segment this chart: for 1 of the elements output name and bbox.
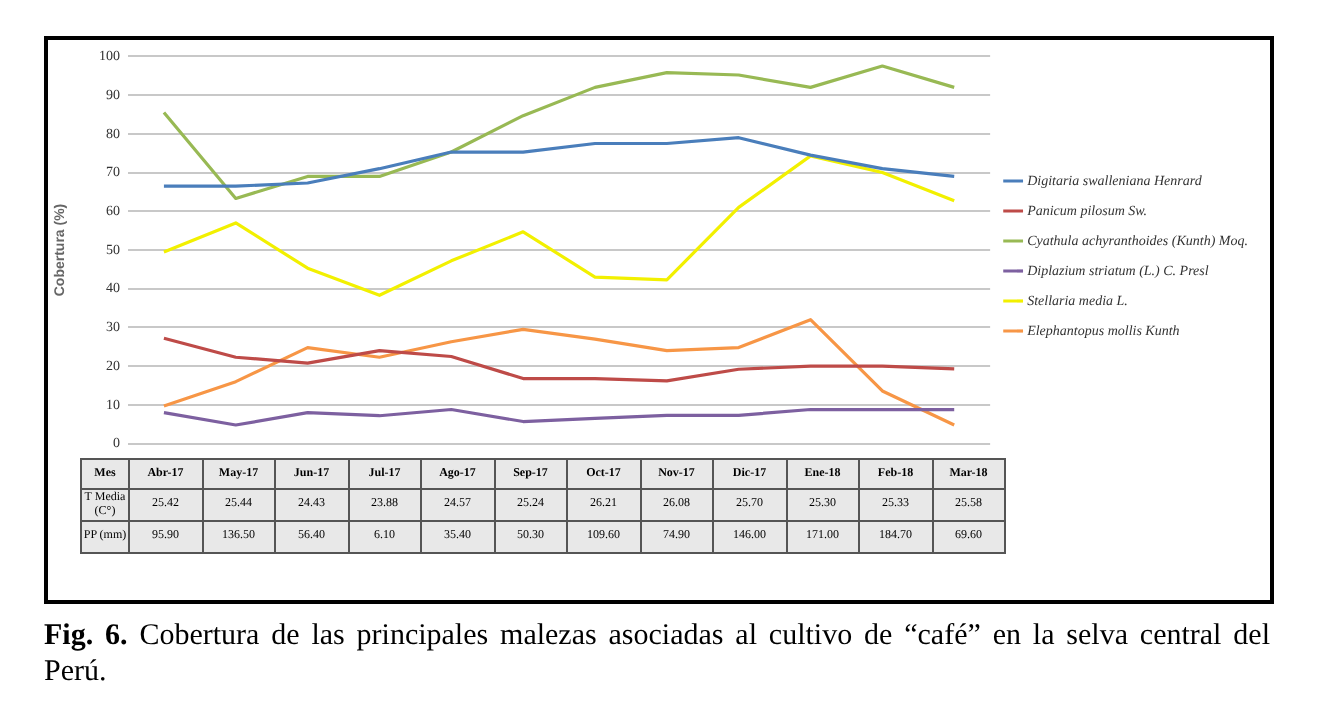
- caption: Fig. 6. Cobertura de las principales malezas asociadas al cultivo de “café” en la selva central del Perú.: [44, 618, 1270, 690]
